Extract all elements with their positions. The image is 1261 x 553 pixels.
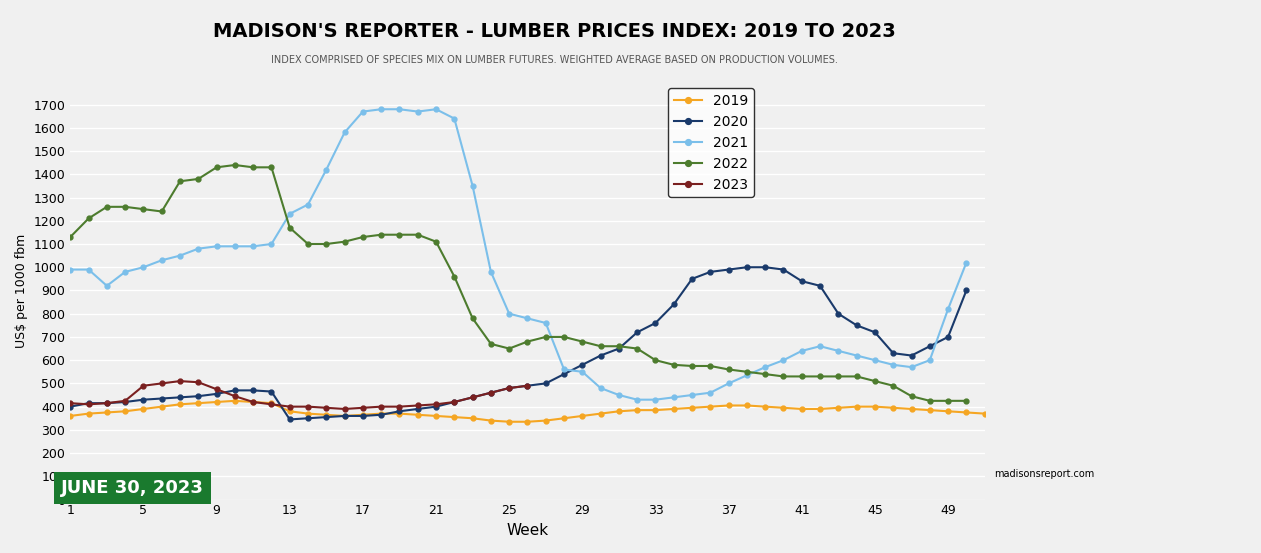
X-axis label: Week: Week <box>507 523 549 538</box>
Y-axis label: US$ per 1000 fbm: US$ per 1000 fbm <box>15 233 28 348</box>
Legend: 2019, 2020, 2021, 2022, 2023: 2019, 2020, 2021, 2022, 2023 <box>668 88 754 197</box>
Text: JUNE 30, 2023: JUNE 30, 2023 <box>61 479 204 497</box>
Text: INDEX COMPRISED OF SPECIES MIX ON LUMBER FUTURES. WEIGHTED AVERAGE BASED ON PROD: INDEX COMPRISED OF SPECIES MIX ON LUMBER… <box>271 55 839 65</box>
Text: madisonsreport.com: madisonsreport.com <box>994 469 1095 479</box>
Text: MADISON'S REPORTER - LUMBER PRICES INDEX: 2019 TO 2023: MADISON'S REPORTER - LUMBER PRICES INDEX… <box>213 22 897 41</box>
